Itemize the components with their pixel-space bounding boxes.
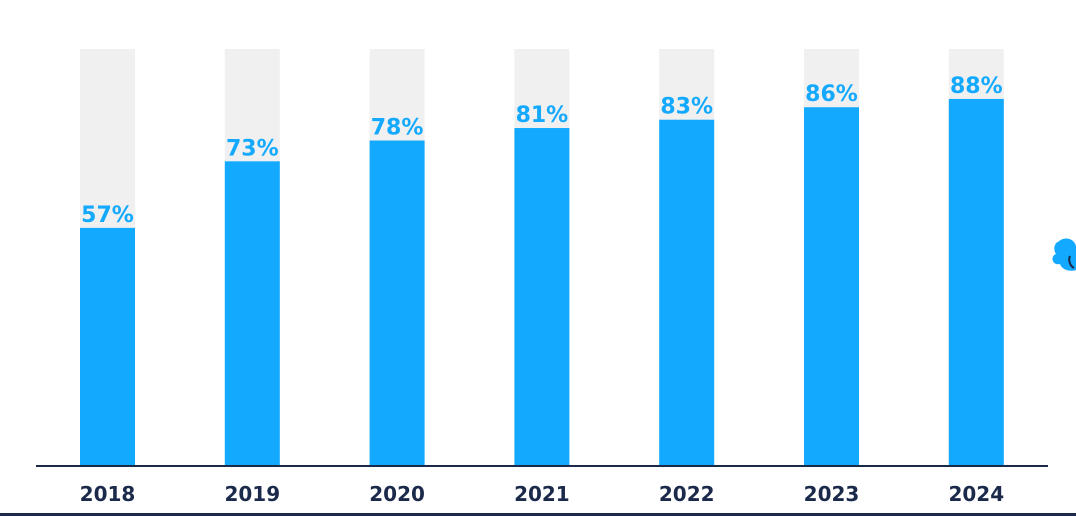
- category-label-2023: 2023: [804, 482, 860, 506]
- category-label-2018: 2018: [80, 482, 136, 506]
- value-label-2018: 57%: [81, 203, 134, 228]
- category-labels: 2018 2019 2020 2021 2022 2023 2024: [80, 482, 1004, 506]
- bars: [80, 98, 1004, 466]
- value-label-2021: 81%: [516, 103, 569, 128]
- value-label-2020: 78%: [371, 116, 424, 141]
- value-label-2024: 88%: [950, 74, 1003, 99]
- cloud-icon: [1052, 238, 1076, 271]
- bottom-rule: [0, 513, 1076, 516]
- category-label-2024: 2024: [948, 482, 1004, 506]
- value-label-2023: 86%: [805, 82, 858, 107]
- value-label-2019: 73%: [226, 136, 279, 161]
- value-label-2022: 83%: [660, 95, 713, 120]
- category-label-2022: 2022: [659, 482, 715, 506]
- bar-2019: [224, 161, 280, 465]
- bar-2020: [369, 140, 425, 465]
- bar-2023: [804, 107, 859, 466]
- bar-2018: [80, 227, 135, 465]
- category-label-2020: 2020: [369, 482, 425, 506]
- bar-2024: [948, 98, 1004, 466]
- category-label-2021: 2021: [514, 482, 570, 506]
- value-labels: 57% 73% 78% 81% 83% 86% 88%: [81, 74, 1002, 228]
- category-label-2019: 2019: [224, 482, 280, 506]
- bar-2021: [514, 128, 570, 466]
- bar-2022: [659, 119, 715, 465]
